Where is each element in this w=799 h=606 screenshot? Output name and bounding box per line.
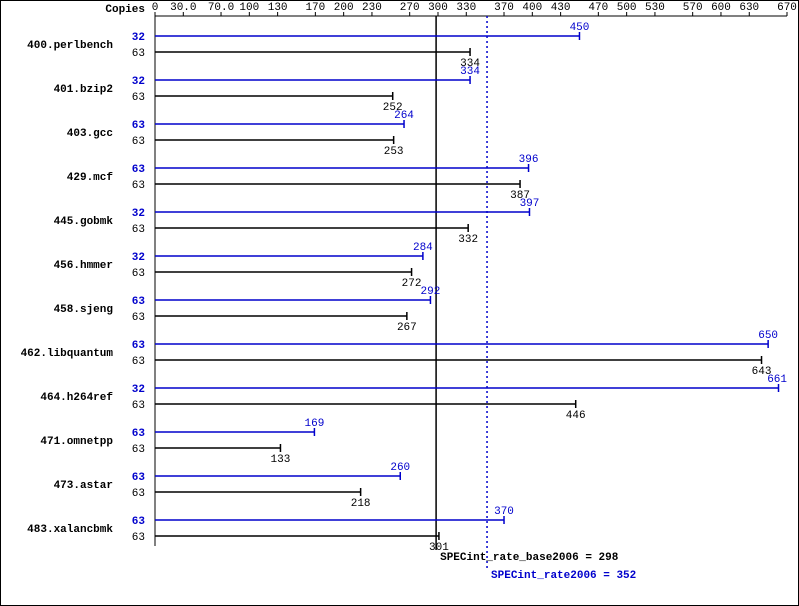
peak-copies: 32 [132,252,145,264]
peak-value-label: 450 [570,22,590,34]
peak-copies: 63 [132,472,146,484]
peak-copies: 63 [132,340,146,352]
peak-value-label: 284 [413,242,433,254]
peak-copies: 63 [132,120,146,132]
peak-copies: 32 [132,76,145,88]
peak-value-label: 370 [494,506,514,518]
benchmark-name: 471.omnetpp [40,436,113,448]
benchmark-name: 462.libquantum [21,348,114,360]
base-copies: 63 [132,180,145,192]
peak-value-label: 397 [520,198,540,210]
peak-copies: 63 [132,296,146,308]
base-value-label: 267 [397,322,417,334]
x-tick-label: 330 [456,2,476,14]
base-value-label: 133 [271,454,291,466]
x-tick-label: 470 [588,2,608,14]
x-tick-label: 400 [522,2,542,14]
peak-value-label: 661 [767,374,787,386]
peak-copies: 32 [132,208,145,220]
peak-value-label: 292 [421,286,441,298]
peak-value-label: 260 [390,462,410,474]
base-copies: 63 [132,488,145,500]
benchmark-name: 445.gobmk [54,216,114,228]
base-result-label: SPECint_rate_base2006 = 298 [440,552,619,564]
base-value-label: 332 [458,234,478,246]
peak-copies: 63 [132,428,146,440]
peak-value-label: 650 [758,330,778,342]
benchmark-name: 429.mcf [67,172,114,184]
base-copies: 63 [132,136,145,148]
benchmark-name: 400.perlbench [27,40,113,52]
x-tick-label: 630 [739,2,759,14]
peak-copies: 63 [132,516,146,528]
x-tick-label: 600 [711,2,731,14]
base-value-label: 253 [384,146,404,158]
peak-copies: 32 [132,384,145,396]
copies-label: Copies [105,4,145,16]
benchmark-name: 403.gcc [67,128,113,140]
benchmark-name: 456.hmmer [54,260,113,272]
base-copies: 63 [132,268,145,280]
base-copies: 63 [132,356,145,368]
base-copies: 63 [132,312,145,324]
base-value-label: 272 [402,278,422,290]
x-tick-label: 130 [268,2,288,14]
base-copies: 63 [132,400,145,412]
peak-copies: 63 [132,164,146,176]
base-value-label: 446 [566,410,586,422]
x-tick-label: 30.0 [170,2,196,14]
base-copies: 63 [132,92,145,104]
x-tick-label: 670 [777,2,797,14]
base-value-label: 218 [351,498,371,510]
peak-value-label: 396 [519,154,539,166]
base-copies: 63 [132,48,145,60]
x-tick-label: 270 [400,2,420,14]
x-tick-label: 0 [152,2,159,14]
x-tick-label: 500 [617,2,637,14]
base-copies: 63 [132,224,145,236]
benchmark-name: 464.h264ref [40,392,113,404]
peak-value-label: 334 [460,66,480,78]
x-tick-label: 570 [683,2,703,14]
spec-rate-chart: 0 30.0 70.0 100 130 170 200 230 270 300 330 370 400 4… [0,0,799,606]
peak-value-label: 264 [394,110,414,122]
base-copies: 63 [132,532,145,544]
peak-copies: 32 [132,32,145,44]
peak-result-label: SPECint_rate2006 = 352 [491,570,636,582]
x-tick-label: 70.0 [208,2,234,14]
x-tick-label: 170 [305,2,325,14]
benchmark-name: 401.bzip2 [54,84,113,96]
x-tick-label: 230 [362,2,382,14]
benchmark-name: 473.astar [54,480,113,492]
chart-svg: 0 30.0 70.0 100 130 170 200 230 270 300 330 370 400 4… [1,1,798,605]
benchmark-name: 458.sjeng [54,304,113,316]
x-tick-label: 100 [239,2,259,14]
x-tick-label: 530 [645,2,665,14]
peak-value-label: 169 [305,418,325,430]
x-tick-label: 430 [551,2,571,14]
x-tick-label: 200 [334,2,354,14]
benchmark-name: 483.xalancbmk [27,524,113,536]
x-tick-label: 370 [494,2,514,14]
base-copies: 63 [132,444,145,456]
x-tick-label: 300 [428,2,448,14]
